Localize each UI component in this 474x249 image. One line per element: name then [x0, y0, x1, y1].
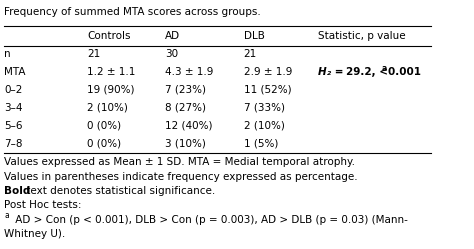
Text: 4.3 ± 1.9: 4.3 ± 1.9	[165, 67, 214, 77]
Text: DLB: DLB	[244, 31, 264, 41]
Text: Whitney U).: Whitney U).	[4, 229, 65, 239]
Text: 29.2, <0.001: 29.2, <0.001	[346, 67, 421, 77]
Text: 21: 21	[244, 49, 257, 59]
Text: 21: 21	[87, 49, 100, 59]
Text: MTA: MTA	[4, 67, 26, 77]
Text: a: a	[4, 211, 9, 220]
Text: 30: 30	[165, 49, 179, 59]
Text: 19 (90%): 19 (90%)	[87, 85, 135, 95]
Text: 2 (10%): 2 (10%)	[244, 121, 284, 131]
Text: 8 (27%): 8 (27%)	[165, 103, 206, 113]
Text: AD: AD	[165, 31, 181, 41]
Text: Values expressed as Mean ± 1 SD. MTA = Medial temporal atrophy.: Values expressed as Mean ± 1 SD. MTA = M…	[4, 157, 356, 167]
Text: 1 (5%): 1 (5%)	[244, 139, 278, 149]
Text: Bold: Bold	[4, 186, 31, 196]
Text: 7–8: 7–8	[4, 139, 23, 149]
Text: 0 (0%): 0 (0%)	[87, 121, 121, 131]
Text: Post Hoc tests:: Post Hoc tests:	[4, 200, 82, 210]
Text: 0 (0%): 0 (0%)	[87, 139, 121, 149]
Text: Statistic, p value: Statistic, p value	[318, 31, 405, 41]
Text: 5–6: 5–6	[4, 121, 23, 131]
Text: AD > Con (p < 0.001), DLB > Con (p = 0.003), AD > DLB (p = 0.03) (Mann-: AD > Con (p < 0.001), DLB > Con (p = 0.0…	[12, 215, 408, 225]
Text: text denotes statistical significance.: text denotes statistical significance.	[23, 186, 215, 196]
Text: 3 (10%): 3 (10%)	[165, 139, 206, 149]
Text: 12 (40%): 12 (40%)	[165, 121, 213, 131]
Text: 11 (52%): 11 (52%)	[244, 85, 292, 95]
Text: 7 (33%): 7 (33%)	[244, 103, 285, 113]
Text: 2.9 ± 1.9: 2.9 ± 1.9	[244, 67, 292, 77]
Text: Values in parentheses indicate frequency expressed as percentage.: Values in parentheses indicate frequency…	[4, 172, 358, 182]
Text: Frequency of summed MTA scores across groups.: Frequency of summed MTA scores across gr…	[4, 7, 261, 17]
Text: H₂ =: H₂ =	[318, 67, 347, 77]
Text: n: n	[4, 49, 11, 59]
Text: 3–4: 3–4	[4, 103, 23, 113]
Text: 2 (10%): 2 (10%)	[87, 103, 128, 113]
Text: a: a	[382, 64, 387, 73]
Text: 1.2 ± 1.1: 1.2 ± 1.1	[87, 67, 136, 77]
Text: Controls: Controls	[87, 31, 130, 41]
Text: 7 (23%): 7 (23%)	[165, 85, 206, 95]
Text: 0–2: 0–2	[4, 85, 23, 95]
